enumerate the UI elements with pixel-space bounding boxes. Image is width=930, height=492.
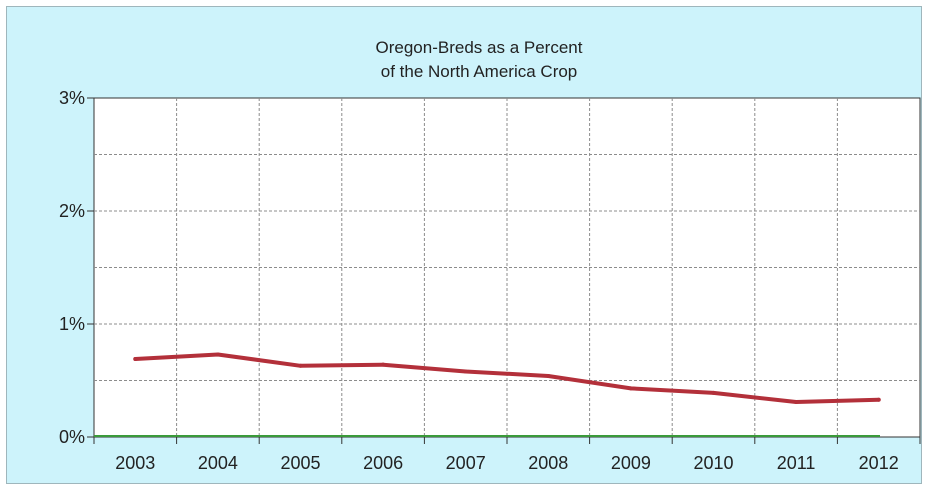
tick-labels: 0% 1% 2% 3% 2003 2004 2005 2006 2007 2008 2009 2010… — [59, 88, 899, 473]
series-layer — [94, 352, 881, 437]
y-tick-label: 3% — [59, 88, 85, 108]
data-point — [133, 357, 138, 362]
series-line — [133, 352, 881, 404]
axes — [87, 97, 921, 444]
grid-lines — [94, 98, 920, 437]
x-tick-label: 2009 — [611, 453, 651, 473]
x-tick-label: 2007 — [446, 453, 486, 473]
x-tick-label: 2003 — [115, 453, 155, 473]
data-point — [546, 373, 551, 378]
chart-title: Oregon-Breds as a Percent — [376, 38, 583, 57]
x-tick-label: 2005 — [280, 453, 320, 473]
data-point — [876, 397, 881, 402]
y-tick-label: 0% — [59, 427, 85, 447]
data-point — [711, 390, 716, 395]
x-tick-label: 2004 — [198, 453, 238, 473]
y-tick-label: 1% — [59, 314, 85, 334]
x-tick-label: 2012 — [859, 453, 899, 473]
data-point — [628, 386, 633, 391]
data-point — [463, 369, 468, 374]
x-tick-label: 2008 — [528, 453, 568, 473]
chart-subtitle: of the North America Crop — [381, 62, 578, 81]
data-point — [298, 363, 303, 368]
x-tick-label: 2011 — [777, 453, 816, 473]
data-point — [794, 399, 799, 404]
x-tick-label: 2010 — [693, 453, 733, 473]
data-point — [381, 362, 386, 367]
x-tick-label: 2006 — [363, 453, 403, 473]
y-tick-label: 2% — [59, 201, 85, 221]
data-point — [215, 352, 220, 357]
